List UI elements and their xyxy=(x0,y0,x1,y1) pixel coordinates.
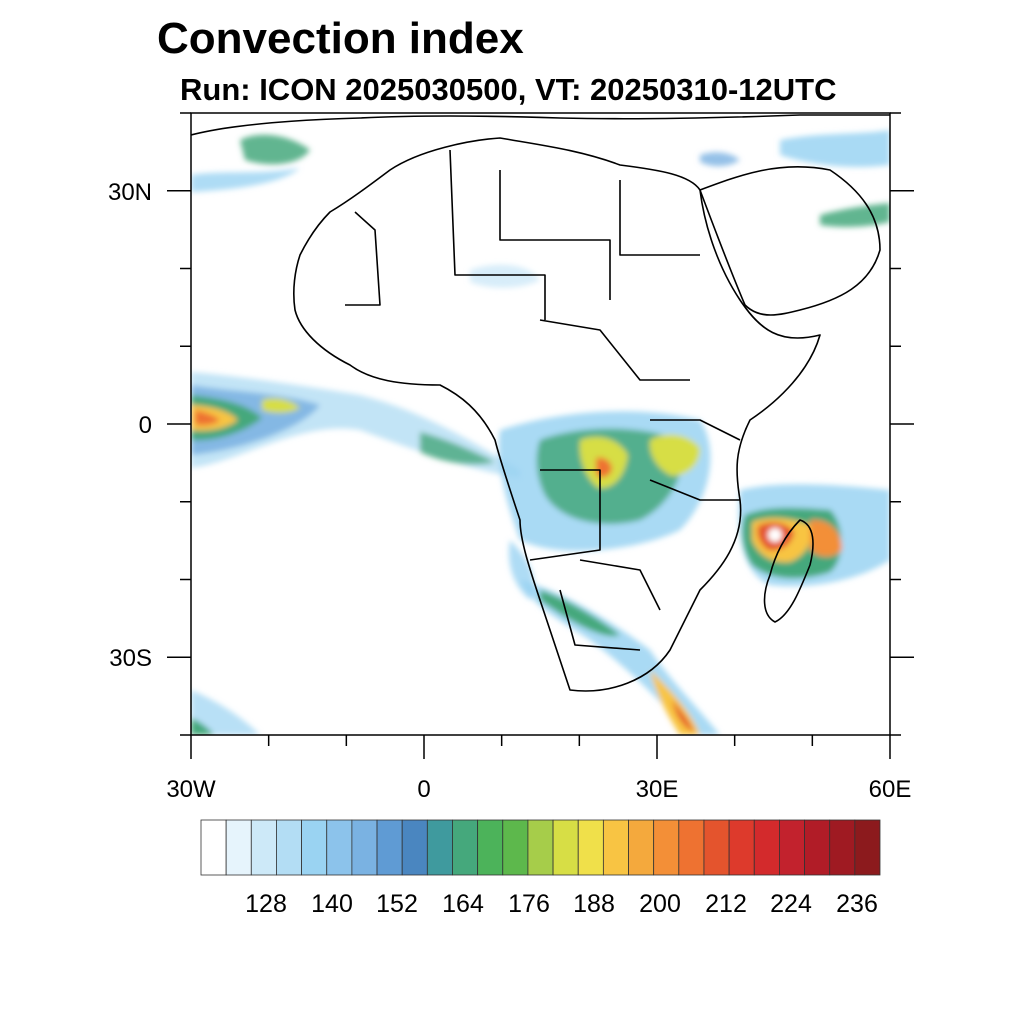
country-border xyxy=(539,319,690,381)
colorbar-swatch xyxy=(678,819,705,876)
colorbar-swatch xyxy=(376,819,403,876)
colorbar-label: 152 xyxy=(376,890,418,918)
country-border xyxy=(619,180,700,256)
country-border xyxy=(345,211,381,306)
colorbar-swatch xyxy=(653,819,680,876)
colorbar-swatch xyxy=(804,819,831,876)
axis-ticks xyxy=(167,112,914,759)
colorbar-swatch xyxy=(628,819,655,876)
colorbar-label: 164 xyxy=(442,890,484,918)
colorbar-swatch xyxy=(527,819,554,876)
field-blob xyxy=(780,130,890,167)
field-blob xyxy=(191,168,300,192)
field-blob xyxy=(195,410,220,426)
x-tick-label-0: 0 xyxy=(417,776,430,803)
country-border xyxy=(559,589,641,651)
field-blob xyxy=(650,670,700,735)
colorbar-label: 140 xyxy=(311,890,353,918)
colorbar-swatch xyxy=(225,819,252,876)
y-tick-label-30n: 30N xyxy=(108,179,152,206)
field-blob xyxy=(649,434,700,476)
colorbar-swatch xyxy=(401,819,428,876)
country-border xyxy=(529,469,601,561)
field-blob xyxy=(540,590,620,636)
colorbar-swatch xyxy=(426,819,453,876)
colorbar-swatch xyxy=(276,819,302,876)
colorbar-swatch xyxy=(753,819,780,876)
colorbar-swatch xyxy=(452,819,479,876)
africa-coastline xyxy=(293,137,821,692)
field-blob xyxy=(470,264,540,288)
colorbar-label: 212 xyxy=(705,890,747,918)
colorbar-labels: 128 140 152 164 176 188 200 212 224 236 xyxy=(245,890,878,918)
colorbar-label: 128 xyxy=(245,890,287,918)
map-title: Convection index xyxy=(157,14,524,63)
colorbar-swatch xyxy=(326,819,353,876)
colorbar-label: 236 xyxy=(836,890,878,918)
colorbar-swatch xyxy=(351,819,378,876)
colorbar-swatch xyxy=(502,819,529,876)
colorbar-swatch xyxy=(779,819,805,876)
field-blob xyxy=(420,432,495,465)
field-blob xyxy=(768,528,782,542)
x-tick-label-30w: 30W xyxy=(166,776,216,803)
colorbar-swatch xyxy=(477,819,504,876)
colorbar-label: 176 xyxy=(508,890,550,918)
colorbar-swatch xyxy=(301,819,328,876)
colorbar-label: 188 xyxy=(573,890,615,918)
field-blob xyxy=(240,134,310,165)
colorbar-swatch xyxy=(250,819,277,876)
colorbar-swatch xyxy=(703,819,730,876)
colorbar xyxy=(200,819,881,876)
country-border xyxy=(650,419,741,441)
country-border xyxy=(649,479,740,501)
colorbar-swatch xyxy=(728,819,755,876)
field-blob xyxy=(672,700,694,732)
country-border xyxy=(579,559,661,611)
country-border xyxy=(449,149,546,320)
madagascar-coastline xyxy=(763,519,814,623)
colorbar-swatch xyxy=(602,819,629,876)
field-blob xyxy=(810,519,842,557)
field-blob xyxy=(191,690,260,735)
x-tick-label-30e: 30E xyxy=(636,776,679,803)
field-blob xyxy=(820,203,890,227)
x-tick-label-60e: 60E xyxy=(869,776,912,803)
colorbar-swatch xyxy=(200,819,227,876)
y-tick-label-0: 0 xyxy=(139,412,152,439)
colorbar-label: 200 xyxy=(639,890,681,918)
field-blob xyxy=(700,152,740,167)
convection-field-layer xyxy=(191,130,890,735)
colorbar-swatch xyxy=(829,819,856,876)
y-tick-label-30s: 30S xyxy=(109,645,152,672)
field-blob xyxy=(262,398,300,413)
arabia-coastline xyxy=(699,165,881,316)
coastline-layer xyxy=(191,114,890,692)
map-subtitle: Run: ICON 2025030500, VT: 20250310-12UTC xyxy=(180,72,837,107)
colorbar-label: 224 xyxy=(770,890,812,918)
europe-coastline xyxy=(191,114,890,136)
colorbar-swatch xyxy=(577,819,604,876)
country-border xyxy=(499,170,611,300)
colorbar-swatch xyxy=(854,819,881,876)
colorbar-swatch xyxy=(552,819,579,876)
field-blob xyxy=(191,718,214,735)
